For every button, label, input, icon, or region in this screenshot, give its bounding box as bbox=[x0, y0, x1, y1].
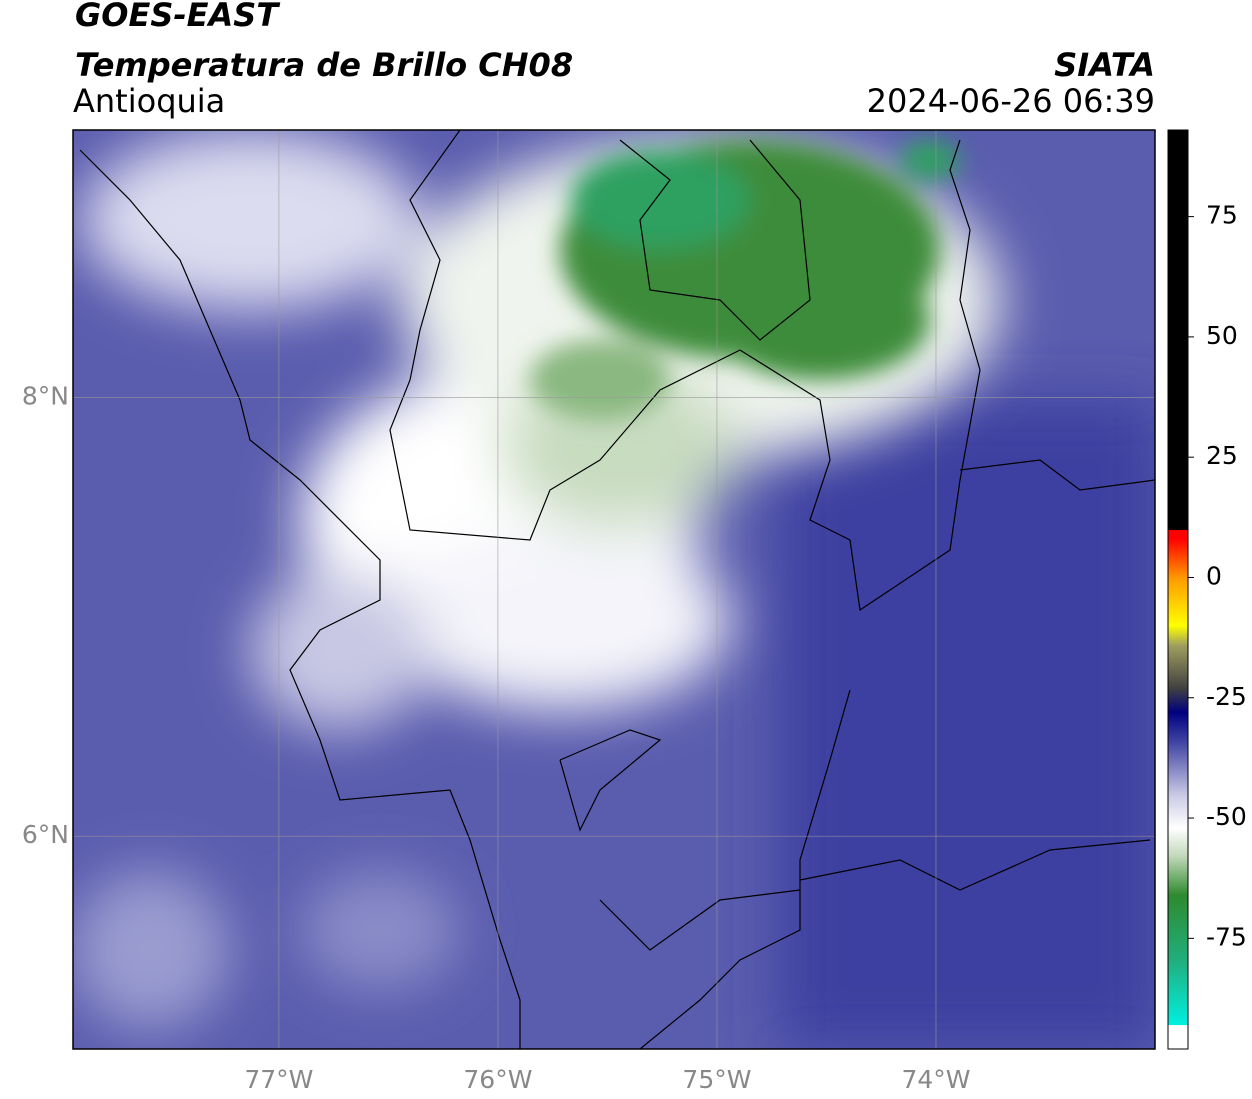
colorbar-segment bbox=[1168, 529, 1188, 540]
colorbar-tick-label: -50 bbox=[1206, 802, 1247, 831]
colorbar-segment bbox=[1168, 856, 1188, 896]
y-tick-label: 6°N bbox=[22, 820, 69, 849]
colorbar-tick-label: 0 bbox=[1206, 561, 1222, 590]
colorbar-tick-label: -75 bbox=[1206, 922, 1247, 951]
x-tick-label: 75°W bbox=[682, 1065, 751, 1094]
colorbar-segment bbox=[1168, 625, 1188, 646]
graticule bbox=[73, 130, 1155, 1049]
dept-border bbox=[559, 139, 1155, 1049]
antioquia-border bbox=[389, 130, 981, 612]
satellite-image bbox=[73, 130, 1155, 1049]
x-tick-label: 77°W bbox=[244, 1065, 313, 1094]
colorbar-segment bbox=[1168, 827, 1188, 858]
colorbar-segment bbox=[1168, 962, 1188, 1025]
colorbar-tick-label: -25 bbox=[1206, 682, 1247, 711]
region: Antioquia bbox=[73, 82, 225, 120]
colorbar-segment bbox=[1168, 577, 1188, 627]
coastline bbox=[79, 149, 521, 1049]
colorbar-tick-label: 75 bbox=[1206, 201, 1238, 230]
map-frame bbox=[72, 129, 1156, 1050]
colorbar-segment bbox=[1168, 130, 1188, 530]
x-tick-label: 76°W bbox=[463, 1065, 532, 1094]
colorbar-segment bbox=[1168, 688, 1188, 713]
colorbar-frame bbox=[1167, 129, 1189, 1050]
colorbar-tick-label: 50 bbox=[1206, 321, 1238, 350]
colorbar-segment bbox=[1168, 1024, 1188, 1050]
colorbar-tick-label: 25 bbox=[1206, 441, 1238, 470]
colorbar-segment bbox=[1168, 745, 1188, 795]
colorbar-segment bbox=[1168, 712, 1188, 747]
borders bbox=[79, 130, 1155, 1049]
datetime: 2024-06-26 06:39 bbox=[867, 82, 1155, 120]
colorbar-segment bbox=[1168, 895, 1188, 963]
colorbar-segment bbox=[1168, 538, 1188, 578]
source: SIATA bbox=[1054, 46, 1155, 84]
subtitle: Temperatura de Brillo CH08 bbox=[75, 46, 573, 84]
x-tick-label: 74°W bbox=[901, 1065, 970, 1094]
colorbar-segment bbox=[1168, 793, 1188, 829]
title: GOES-EAST bbox=[75, 0, 280, 34]
colorbar-segment bbox=[1168, 644, 1188, 689]
y-tick-label: 8°N bbox=[22, 382, 69, 411]
